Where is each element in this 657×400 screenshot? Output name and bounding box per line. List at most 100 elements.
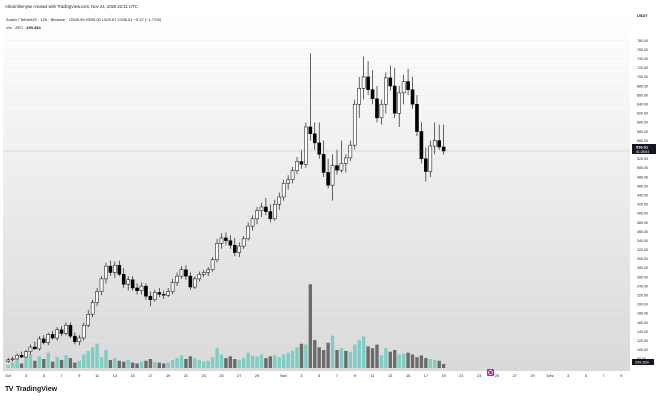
time-tick-label: 25 [495, 374, 499, 378]
time-tick-label: 3 [25, 374, 27, 378]
candle-body [441, 146, 446, 152]
candle-body [388, 77, 393, 87]
candle-body [19, 355, 24, 358]
volume-bar [95, 343, 99, 368]
price-tick-label: 660.00 [637, 93, 648, 97]
candle-body [193, 278, 197, 288]
volume-bar [162, 363, 166, 368]
volume-bar [264, 358, 268, 368]
volume-bar [184, 359, 188, 368]
volume-bar [326, 342, 330, 368]
volume-bar [410, 354, 415, 368]
price-tick-label: 480.00 [637, 175, 648, 179]
symbol-line: Zcash / TetherUS · 12h · Binance O545.95… [6, 17, 161, 22]
volume-bar [197, 359, 201, 368]
candle-body [37, 338, 42, 350]
candle-body [59, 329, 64, 334]
volume-bar [6, 365, 10, 368]
candle-body [352, 103, 357, 146]
volume-value: 299.354 [26, 25, 41, 30]
time-axis[interactable]: Oct 3 5 7 9 11 13 15 17 19 21 23 25 27 29 Nov 3 5 7 9 11 13 15… [5, 374, 622, 378]
candle-body [108, 265, 113, 273]
candle-body [370, 89, 375, 100]
volume-bar [166, 362, 170, 368]
volume-bar [295, 347, 299, 368]
candle-body [219, 237, 224, 244]
candle-body [6, 359, 11, 362]
volume-bar [361, 336, 366, 368]
candle-body [272, 204, 277, 220]
price-tick-label: 220.00 [637, 294, 648, 298]
volume-bar [344, 350, 348, 368]
tradingview-logo-icon: TV [5, 386, 13, 393]
candle-body [299, 161, 304, 165]
candle-body [437, 140, 441, 148]
price-tick-label: 460.00 [637, 184, 648, 188]
ohlc-values: O545.95 H595.00 L529.67 C536.61 −9.37 (−… [69, 17, 162, 22]
price-tick-label: 520.00 [637, 157, 648, 161]
price-tick-label: 780.00 [637, 39, 648, 43]
volume-bar [73, 362, 77, 368]
candle-body [419, 131, 424, 160]
candle-body [55, 329, 59, 339]
candle-body [184, 269, 188, 277]
price-axis[interactable]: 80.00100.00120.00140.00160.00180.00200.0… [637, 39, 648, 361]
candle-body [415, 103, 419, 132]
candle-body [113, 264, 117, 273]
price-tick-label: 340.00 [637, 239, 648, 243]
time-tick-label: 19 [442, 374, 446, 378]
volume-label: Vol · ZEC [6, 25, 24, 30]
candle-body [95, 291, 99, 303]
candle-body [361, 76, 366, 89]
volume-bar [330, 335, 335, 368]
indicator-badge-icon [488, 370, 493, 375]
candle-body [246, 225, 250, 240]
candle-body [233, 244, 237, 253]
candle-body [286, 179, 290, 184]
candle-body [264, 206, 268, 212]
volume-bar [82, 354, 86, 368]
volume-bar [113, 358, 117, 368]
candle-body [104, 265, 108, 280]
volume-bar [441, 363, 446, 368]
volume-bar [157, 362, 161, 368]
price-tick-label: 680.00 [637, 84, 648, 88]
volume-bar [188, 356, 193, 368]
price-tick-label: 620.00 [637, 112, 648, 116]
candle-body [392, 85, 397, 114]
time-tick-label: 3 [300, 374, 302, 378]
candle-body [379, 103, 384, 119]
time-tick-label: 23 [477, 374, 481, 378]
candle-body [406, 81, 410, 90]
candle-body [268, 211, 273, 220]
volume-bar [277, 357, 281, 368]
volume-bar [50, 361, 55, 368]
candle-body [144, 285, 148, 297]
volume-bar [86, 350, 90, 368]
time-tick-label: 5 [43, 374, 45, 378]
volume-tag-bg [632, 359, 654, 365]
candle-body [24, 351, 28, 358]
volume-tag: 299.354 [635, 361, 649, 365]
price-tick-label: 100.00 [637, 348, 648, 352]
volume-bar [437, 360, 441, 368]
candle-body [90, 302, 95, 315]
candle-body [384, 77, 388, 105]
candle-body [50, 334, 55, 339]
candle-body [15, 355, 19, 360]
volume-bar [55, 357, 59, 368]
credit-line: Altcointhenyse created with TradingView.… [5, 4, 138, 9]
volume-bar [246, 352, 250, 368]
volume-bar [379, 355, 384, 368]
candle-body [161, 294, 166, 296]
price-tick-label: 380.00 [637, 221, 648, 225]
tradingview-brand[interactable]: TV TradingView [5, 386, 57, 393]
time-tick-label: 15 [131, 374, 135, 378]
volume-bar [299, 343, 304, 368]
indicator-badge[interactable] [487, 369, 494, 376]
volume-bar [33, 360, 37, 368]
candle-body [81, 324, 86, 339]
time-tick-label: 7 [336, 374, 338, 378]
price-tick-label: 360.00 [637, 230, 648, 234]
